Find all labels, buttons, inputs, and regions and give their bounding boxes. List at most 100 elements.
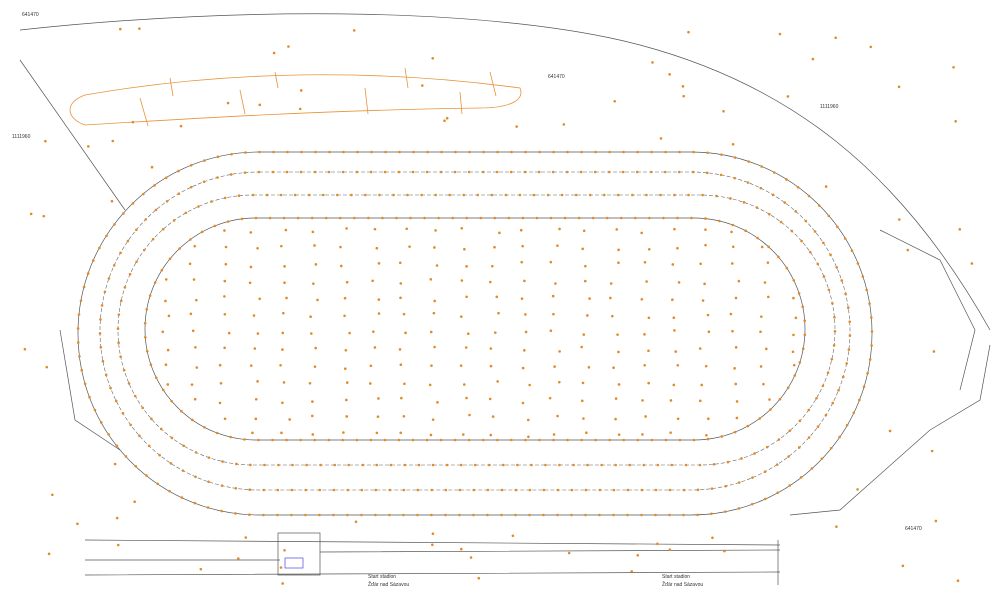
survey-point [286, 171, 289, 174]
survey-point [285, 439, 288, 442]
survey-point [201, 231, 204, 234]
survey-point [491, 194, 494, 197]
survey-point [957, 579, 960, 582]
survey-point [150, 363, 153, 366]
survey-point [341, 439, 344, 442]
survey-point [165, 363, 168, 366]
survey-point [217, 156, 220, 159]
survey-point [799, 420, 802, 423]
survey-point [134, 465, 137, 468]
survey-point [641, 399, 644, 402]
survey-point [146, 350, 149, 353]
survey-point [613, 489, 616, 492]
survey-point [869, 358, 872, 361]
survey-point [556, 415, 559, 418]
survey-point [433, 246, 436, 249]
survey-point [262, 489, 265, 492]
survey-point [818, 204, 821, 207]
survey-point [367, 217, 370, 220]
survey-point [523, 280, 526, 283]
survey-point [760, 365, 763, 368]
survey-point [182, 445, 185, 448]
survey-point [101, 304, 104, 307]
survey-point [376, 432, 379, 435]
survey-point [343, 314, 346, 317]
survey-point [827, 215, 830, 218]
survey-point [235, 487, 238, 490]
survey-point [402, 514, 405, 517]
survey-point [132, 202, 135, 205]
survey-point [194, 398, 197, 401]
survey-point [325, 217, 328, 220]
survey-point [707, 438, 710, 441]
survey-point [482, 439, 485, 442]
survey-point [433, 300, 436, 303]
survey-point [816, 263, 819, 266]
survey-point [736, 400, 739, 403]
survey-point [554, 282, 557, 285]
survey-point [281, 401, 284, 404]
survey-point [622, 151, 625, 154]
survey-point [378, 262, 381, 265]
survey-point [510, 151, 513, 154]
survey-point [400, 397, 403, 400]
survey-point [715, 195, 718, 198]
survey-point [477, 194, 480, 197]
survey-point [271, 439, 274, 442]
survey-point [399, 348, 402, 351]
survey-point [665, 439, 668, 442]
survey-point [581, 400, 584, 403]
survey-point [767, 261, 770, 264]
survey-point [542, 514, 545, 517]
survey-point [468, 414, 471, 417]
survey-point [898, 218, 901, 221]
survey-point [238, 194, 241, 197]
survey-point [831, 358, 834, 361]
survey-point [614, 418, 617, 421]
survey-point [701, 194, 704, 197]
survey-point [729, 197, 732, 200]
survey-point [318, 489, 321, 492]
survey-point [634, 217, 637, 220]
survey-point [556, 514, 559, 517]
survey-point [788, 484, 791, 487]
survey-point [281, 582, 284, 585]
survey-point [827, 371, 830, 374]
survey-point [648, 248, 651, 251]
survey-point [668, 514, 671, 517]
survey-point [732, 245, 735, 248]
survey-point [448, 194, 451, 197]
survey-point [787, 387, 790, 390]
survey-point [342, 431, 345, 434]
survey-point [374, 228, 377, 231]
survey-point [467, 332, 470, 335]
survey-point [446, 117, 449, 120]
survey-point [109, 387, 112, 390]
survey-point [791, 230, 794, 233]
survey-point [245, 536, 248, 539]
survey-point [181, 496, 184, 499]
survey-point [409, 217, 412, 220]
survey-point [149, 294, 152, 297]
survey-point [720, 153, 723, 156]
survey-point [150, 418, 153, 421]
survey-point [594, 171, 597, 174]
survey-point [812, 58, 815, 61]
survey-point [747, 181, 750, 184]
survey-point [460, 364, 463, 367]
survey-point [584, 280, 587, 283]
survey-point [713, 463, 716, 466]
survey-point [807, 409, 810, 412]
survey-point [255, 217, 258, 220]
survey-point [237, 557, 240, 560]
survey-point [399, 297, 402, 300]
survey-point [608, 151, 611, 154]
survey-point [814, 230, 817, 233]
survey-point [123, 369, 126, 372]
survey-point [445, 489, 448, 492]
survey-point [706, 152, 709, 155]
survey-point [148, 445, 151, 448]
survey-point [228, 332, 231, 335]
survey-point [99, 332, 102, 335]
survey-point [283, 549, 286, 552]
